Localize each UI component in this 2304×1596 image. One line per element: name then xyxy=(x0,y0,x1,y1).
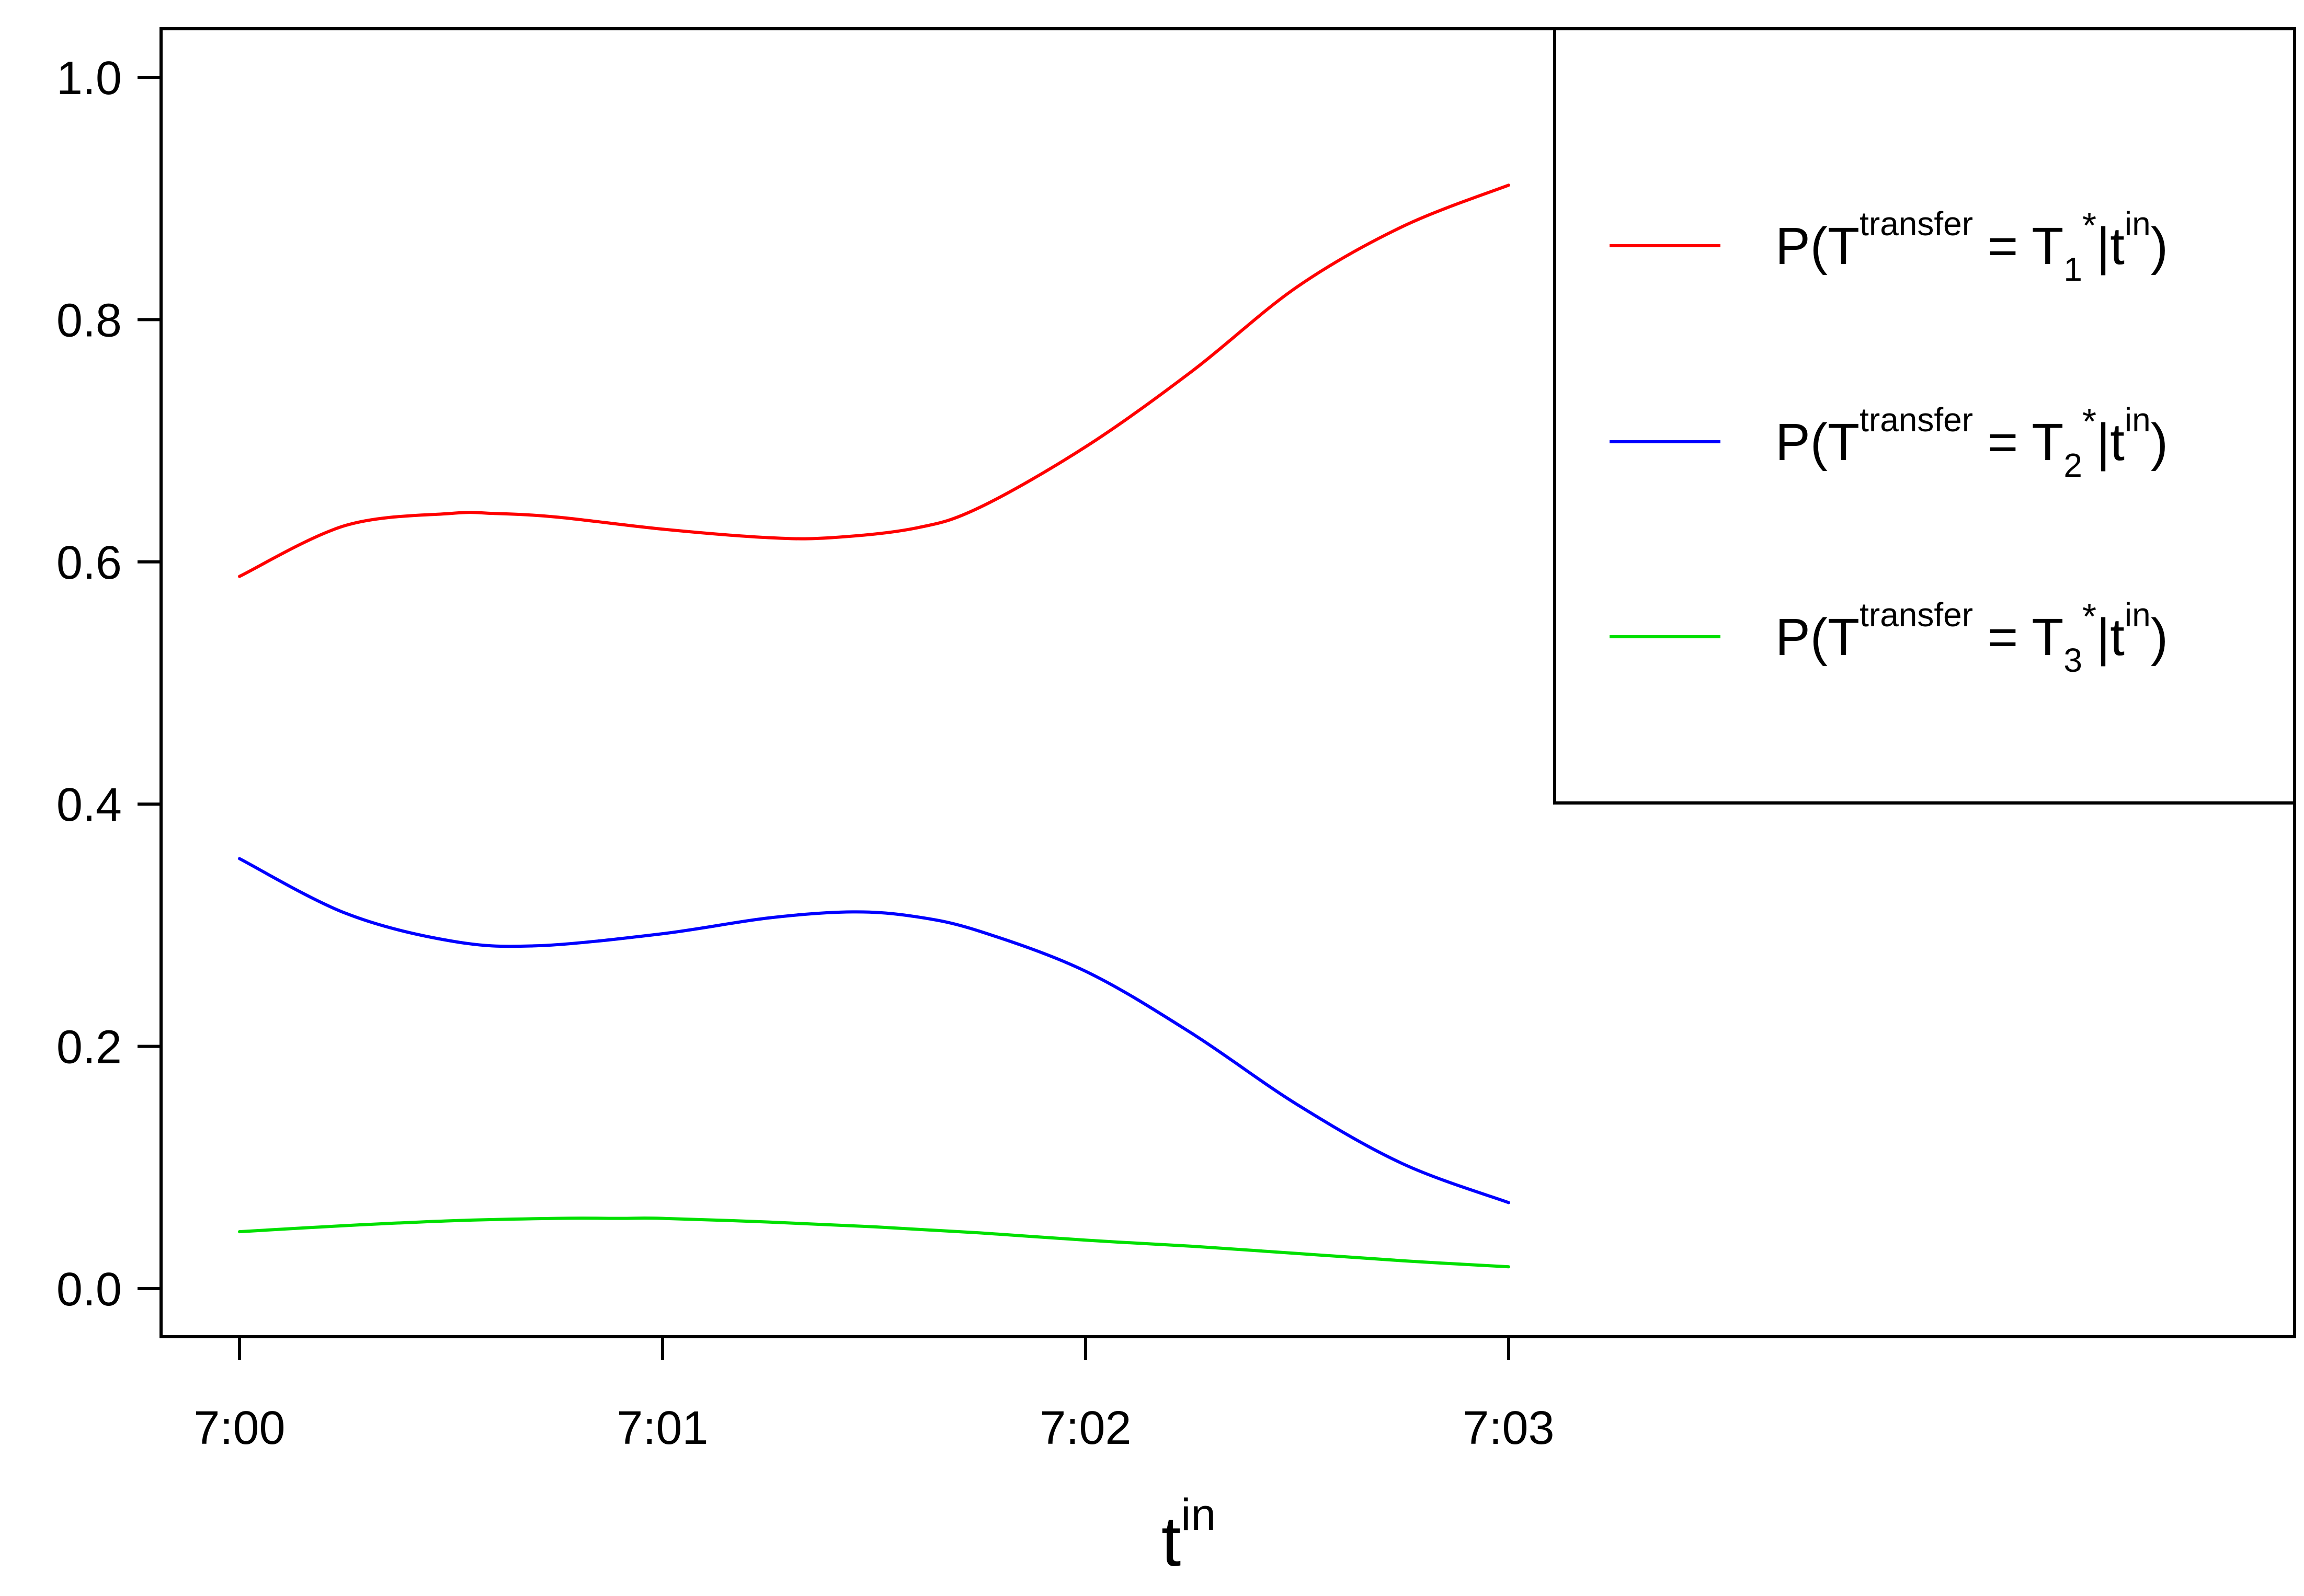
series-line-2 xyxy=(238,857,1510,1204)
legend-label-part: = T xyxy=(1973,413,2063,472)
legend-label-part: ) xyxy=(2151,217,2168,275)
y-tick-label: 0.4 xyxy=(56,779,122,831)
legend-label-part: transfer xyxy=(1860,401,1973,439)
series-layer xyxy=(238,183,1510,1269)
legend-label-part: transfer xyxy=(1860,596,1973,634)
legend-label-part: P(T xyxy=(1775,608,1860,667)
y-tick-label: 0.8 xyxy=(56,294,122,347)
y-tick-label: 0.2 xyxy=(56,1021,122,1074)
legend-label-part: P(T xyxy=(1775,413,1860,472)
legend-label-part: |t xyxy=(2096,217,2125,275)
x-axis-label-base: t xyxy=(1161,1502,1181,1581)
legend-label-part: ) xyxy=(2151,608,2168,667)
legend-label-part: P(T xyxy=(1775,217,1860,275)
legend-label-part: in xyxy=(2125,596,2151,634)
legend-box xyxy=(1553,27,2296,805)
legend-label-part: in xyxy=(2125,205,2151,243)
y-tick-label: 1.0 xyxy=(56,52,122,105)
y-tick-label: 0.0 xyxy=(56,1264,122,1316)
x-tick-label: 7:01 xyxy=(617,1402,708,1454)
legend-label-part: 3 xyxy=(2063,641,2082,679)
legend-entries: P(Ttransfer = T1*|tin)P(Ttransfer = T2*|… xyxy=(1610,205,2168,679)
legend-label-part: * xyxy=(2082,401,2096,442)
legend-label-part: |t xyxy=(2096,608,2125,667)
x-axis-label: tin xyxy=(1161,1490,1216,1581)
legend-label-part: 2 xyxy=(2063,446,2082,484)
legend-label-part: = T xyxy=(1973,217,2063,275)
legend: P(Ttransfer = T1*|tin)P(Ttransfer = T2*|… xyxy=(1553,27,2296,805)
x-axis-label-sup: in xyxy=(1181,1490,1216,1540)
legend-label-part: transfer xyxy=(1860,205,1973,243)
legend-label-part: in xyxy=(2125,401,2151,439)
x-tick-label: 7:00 xyxy=(193,1402,285,1454)
legend-label-part: |t xyxy=(2096,413,2125,472)
series-line-3 xyxy=(238,1216,1510,1269)
x-tick-label: 7:02 xyxy=(1040,1402,1131,1454)
legend-label-part: * xyxy=(2082,596,2096,637)
legend-label-part: 1 xyxy=(2063,250,2082,288)
legend-label: P(Ttransfer = T2*|tin) xyxy=(1775,401,2168,484)
y-axis: 0.0 0.2 0.4 0.6 0.8 1.0 xyxy=(56,52,161,1316)
x-axis: 7:00 7:01 7:02 7:03 xyxy=(193,1337,1555,1454)
legend-label-part: * xyxy=(2082,205,2096,246)
x-tick-label: 7:03 xyxy=(1463,1402,1554,1454)
legend-label-part: ) xyxy=(2151,413,2168,472)
y-tick-label: 0.6 xyxy=(56,537,122,589)
legend-label-part: = T xyxy=(1973,608,2063,667)
legend-label: P(Ttransfer = T3*|tin) xyxy=(1775,596,2168,679)
series-line-1 xyxy=(238,183,1510,578)
legend-label: P(Ttransfer = T1*|tin) xyxy=(1775,205,2168,288)
